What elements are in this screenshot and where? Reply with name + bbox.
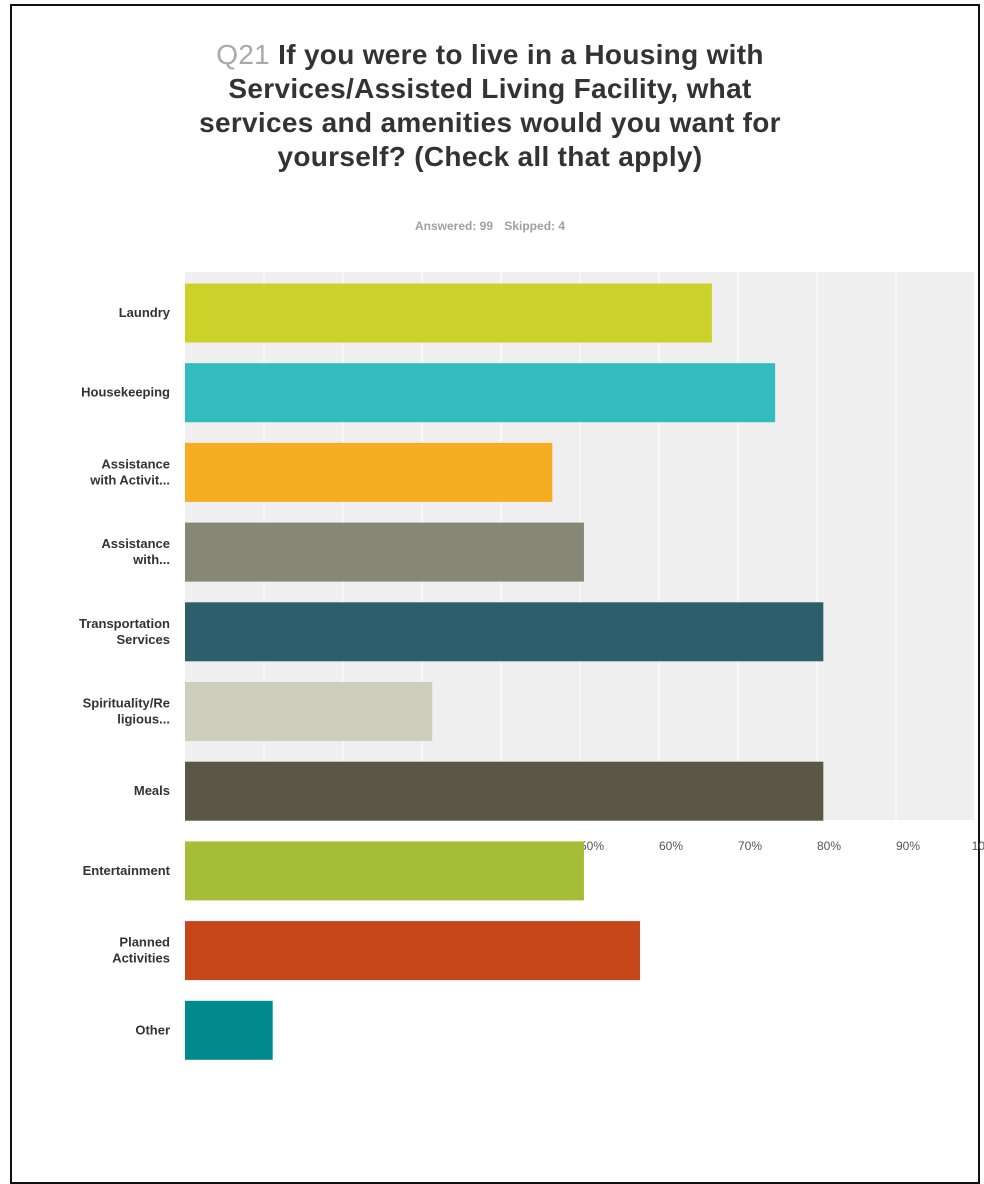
bar-8 — [185, 921, 641, 981]
bar-5 — [185, 682, 433, 741]
category-label-line: Laundry — [119, 305, 171, 320]
category-label-line: Transportation — [79, 616, 170, 631]
bar-9 — [185, 1000, 273, 1060]
category-label-line: Housekeeping — [81, 385, 170, 400]
category-label-9: Other — [135, 1022, 170, 1037]
bar-6 — [185, 761, 824, 821]
category-label-4: Transportation Services — [79, 616, 170, 647]
skipped-count: Skipped: 4 — [504, 219, 566, 233]
category-label-3: Assistance with... — [101, 536, 170, 567]
bar-0 — [185, 283, 712, 343]
category-label-8: Planned Activities — [112, 935, 170, 966]
x-tick-label: 70% — [738, 839, 762, 853]
category-label-7: Entertainment — [83, 863, 171, 878]
category-label-line: with Activit... — [89, 472, 170, 487]
x-tick-label: 90% — [896, 839, 920, 853]
title-line-3: services and amenities would you want fo… — [199, 107, 781, 138]
bar-2 — [185, 442, 553, 502]
x-tick-label: 50% — [580, 839, 604, 853]
category-label-0: Laundry — [119, 305, 171, 320]
x-tick-label: 100% — [972, 839, 984, 853]
category-label-line: ligious... — [117, 712, 170, 727]
category-label-line: Other — [135, 1022, 170, 1037]
category-label-line: Meals — [134, 783, 170, 798]
title-line-4: yourself? (Check all that apply) — [277, 141, 703, 172]
category-label-5: Spirituality/Re ligious... — [83, 696, 170, 727]
answered-count: Answered: 99 — [414, 219, 493, 233]
title-line-1: If you were to live in a Housing with — [278, 39, 764, 70]
x-tick-label: 80% — [817, 839, 841, 853]
bar-4 — [185, 602, 824, 662]
category-label-2: Assistance with Activit... — [89, 456, 170, 487]
category-label-line: Spirituality/Re — [83, 696, 170, 711]
category-label-line: Assistance — [101, 456, 170, 471]
title-line-2: Services/Assisted Living Facility, what — [228, 73, 752, 104]
category-label-line: Assistance — [101, 536, 170, 551]
bar-7 — [185, 841, 584, 901]
category-label-line: Entertainment — [83, 863, 171, 878]
question-number: Q21 — [216, 39, 271, 70]
x-tick-label: 60% — [659, 839, 683, 853]
category-label-1: Housekeeping — [81, 385, 170, 400]
category-label-line: Services — [117, 632, 171, 647]
response-stats: Answered: 99 Skipped: 4 — [110, 219, 870, 233]
category-label-line: with... — [132, 552, 170, 567]
category-label-line: Activities — [112, 951, 170, 966]
bar-3 — [185, 522, 584, 582]
category-label-line: Planned — [119, 935, 170, 950]
chart-title: Q21 If you were to live in a Housing wit… — [110, 38, 870, 174]
bar-1 — [185, 363, 776, 423]
category-label-6: Meals — [134, 783, 170, 798]
